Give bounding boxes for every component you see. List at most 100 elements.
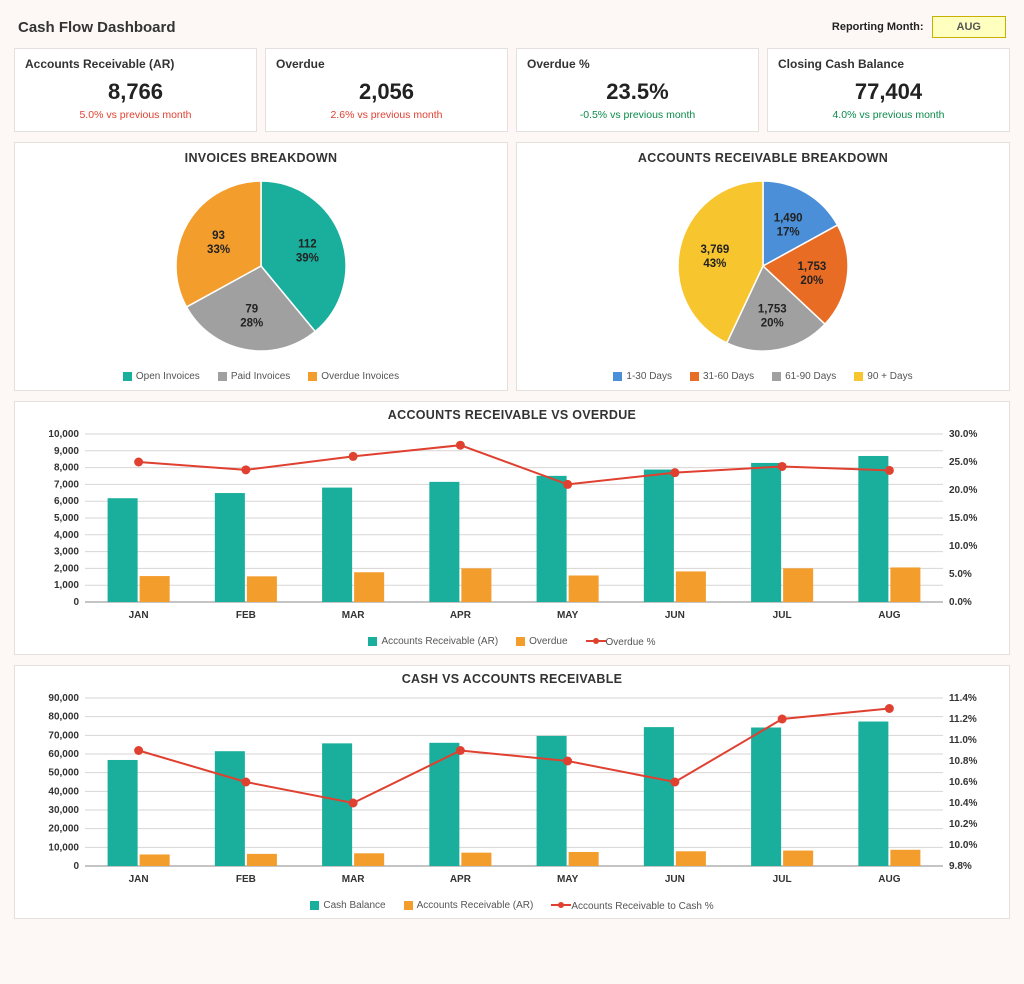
svg-text:0: 0 xyxy=(73,597,79,608)
svg-text:FEB: FEB xyxy=(236,610,256,621)
svg-text:11.4%: 11.4% xyxy=(949,693,977,704)
svg-text:5,000: 5,000 xyxy=(54,513,79,524)
kpi-delta: 4.0% vs previous month xyxy=(772,109,1005,121)
kpi-label: Accounts Receivable (AR) xyxy=(19,57,252,77)
svg-text:JUL: JUL xyxy=(773,874,792,885)
kpi-card: Overdue 2,056 2.6% vs previous month xyxy=(265,48,508,132)
svg-text:AUG: AUG xyxy=(878,874,900,885)
kpi-card: Accounts Receivable (AR) 8,766 5.0% vs p… xyxy=(14,48,257,132)
reporting-month-value[interactable]: AUG xyxy=(932,16,1006,38)
invoices-breakdown-title: INVOICES BREAKDOWN xyxy=(23,151,499,165)
kpi-value: 8,766 xyxy=(19,77,252,109)
page-title: Cash Flow Dashboard xyxy=(18,19,176,36)
ar-vs-overdue-legend: Accounts Receivable (AR) Overdue Overdue % xyxy=(23,636,1001,648)
kpi-delta: -0.5% vs previous month xyxy=(521,109,754,121)
svg-text:25.0%: 25.0% xyxy=(949,457,977,468)
svg-text:8,000: 8,000 xyxy=(54,463,79,474)
svg-text:MAY: MAY xyxy=(557,874,579,885)
svg-text:17%: 17% xyxy=(777,227,800,239)
cash-vs-ar-legend: Cash BalanceAccounts Receivable (AR)Acco… xyxy=(23,900,1001,912)
svg-text:6,000: 6,000 xyxy=(54,496,79,507)
cash-vs-ar-chart: 0 10,000 20,000 30,000 40,000 50,000 60,000 70,… xyxy=(27,692,997,890)
legend-item: Open Invoices xyxy=(123,371,200,382)
legend-item: Accounts Receivable (AR) xyxy=(368,636,498,648)
legend-item: 31-60 Days xyxy=(690,371,754,382)
svg-text:90,000: 90,000 xyxy=(48,693,79,704)
svg-text:2,000: 2,000 xyxy=(54,563,79,574)
svg-text:70,000: 70,000 xyxy=(48,730,79,741)
svg-text:1,753: 1,753 xyxy=(758,303,787,315)
svg-text:10.6%: 10.6% xyxy=(949,777,977,788)
svg-text:79: 79 xyxy=(245,303,258,315)
svg-text:7,000: 7,000 xyxy=(54,479,79,490)
ar-vs-overdue-title: ACCOUNTS RECEIVABLE VS OVERDUE xyxy=(23,408,1001,422)
svg-text:10.0%: 10.0% xyxy=(949,541,977,552)
legend-item: Overdue Invoices xyxy=(308,371,399,382)
svg-text:10.4%: 10.4% xyxy=(949,798,977,809)
svg-text:10.8%: 10.8% xyxy=(949,756,977,767)
svg-text:9.8%: 9.8% xyxy=(949,861,972,872)
legend-item: Cash Balance xyxy=(310,900,385,912)
svg-text:JAN: JAN xyxy=(129,610,149,621)
ar-legend: 1-30 Days 31-60 Days 61-90 Days 90 + Days xyxy=(525,371,1001,382)
svg-text:11.2%: 11.2% xyxy=(949,714,977,725)
svg-text:APR: APR xyxy=(450,874,472,885)
svg-text:1,753: 1,753 xyxy=(798,261,827,273)
invoices-breakdown-panel: INVOICES BREAKDOWN 112 39% 79 28% 93 33% Open… xyxy=(14,142,508,391)
svg-text:1,000: 1,000 xyxy=(54,580,79,591)
legend-item: 1-30 Days xyxy=(613,371,672,382)
svg-text:10.2%: 10.2% xyxy=(949,819,977,830)
svg-text:MAY: MAY xyxy=(557,610,579,621)
svg-text:39%: 39% xyxy=(296,252,319,264)
invoices-pie-chart: 112 39% 79 28% 93 33% xyxy=(31,171,491,361)
svg-text:20,000: 20,000 xyxy=(48,824,79,835)
ar-pie-chart: 1,49017%1,75320%1,75320%3,76943% xyxy=(533,171,993,361)
svg-text:60,000: 60,000 xyxy=(48,749,79,760)
svg-text:10,000: 10,000 xyxy=(48,429,79,440)
kpi-label: Overdue % xyxy=(521,57,754,77)
header: Cash Flow Dashboard Reporting Month: AUG xyxy=(14,10,1010,48)
kpi-card: Closing Cash Balance 77,404 4.0% vs prev… xyxy=(767,48,1010,132)
svg-text:40,000: 40,000 xyxy=(48,786,79,797)
svg-text:5.0%: 5.0% xyxy=(949,569,972,580)
svg-text:10.0%: 10.0% xyxy=(949,840,977,851)
svg-text:20%: 20% xyxy=(800,275,823,287)
kpi-value: 2,056 xyxy=(270,77,503,109)
kpi-label: Closing Cash Balance xyxy=(772,57,1005,77)
svg-text:11.0%: 11.0% xyxy=(949,735,977,746)
legend-item: 61-90 Days xyxy=(772,371,836,382)
svg-text:112: 112 xyxy=(298,238,317,250)
svg-text:28%: 28% xyxy=(240,317,263,329)
invoices-legend: Open Invoices Paid Invoices Overdue Invoic… xyxy=(23,371,499,382)
ar-breakdown-panel: ACCOUNTS RECEIVABLE BREAKDOWN 1,49017%1,… xyxy=(516,142,1010,391)
svg-text:10,000: 10,000 xyxy=(48,842,79,853)
svg-text:APR: APR xyxy=(450,610,472,621)
ar-vs-overdue-chart: 0 1,000 2,000 3,000 4,000 5,000 6,000 7,000 8,00… xyxy=(27,428,997,626)
svg-text:FEB: FEB xyxy=(236,874,256,885)
svg-text:50,000: 50,000 xyxy=(48,768,79,779)
reporting-month: Reporting Month: AUG xyxy=(832,16,1006,38)
svg-text:3,000: 3,000 xyxy=(54,547,79,558)
svg-text:33%: 33% xyxy=(207,244,230,256)
pie-row: INVOICES BREAKDOWN 112 39% 79 28% 93 33% Open… xyxy=(14,142,1010,391)
legend-item: Overdue xyxy=(516,636,567,648)
svg-text:3,769: 3,769 xyxy=(700,244,729,256)
legend-item: Paid Invoices xyxy=(218,371,290,382)
legend-item: Overdue % xyxy=(586,636,656,648)
svg-text:93: 93 xyxy=(212,230,225,242)
svg-text:4,000: 4,000 xyxy=(54,530,79,541)
svg-text:JUN: JUN xyxy=(665,610,685,621)
svg-text:0: 0 xyxy=(73,861,79,872)
kpi-delta: 5.0% vs previous month xyxy=(19,109,252,121)
svg-text:30.0%: 30.0% xyxy=(949,429,977,440)
svg-text:1,490: 1,490 xyxy=(774,213,803,225)
svg-text:0.0%: 0.0% xyxy=(949,597,972,608)
legend-item: 90 + Days xyxy=(854,371,912,382)
reporting-label: Reporting Month: xyxy=(832,21,924,33)
ar-vs-overdue-panel: ACCOUNTS RECEIVABLE VS OVERDUE 0 1,000 2,0… xyxy=(14,401,1010,655)
cash-vs-ar-panel: CASH VS ACCOUNTS RECEIVABLE 0 10,000 20,00… xyxy=(14,665,1010,919)
cash-vs-ar-title: CASH VS ACCOUNTS RECEIVABLE xyxy=(23,672,1001,686)
svg-text:30,000: 30,000 xyxy=(48,805,79,816)
kpi-card: Overdue % 23.5% -0.5% vs previous month xyxy=(516,48,759,132)
svg-text:20%: 20% xyxy=(761,317,784,329)
